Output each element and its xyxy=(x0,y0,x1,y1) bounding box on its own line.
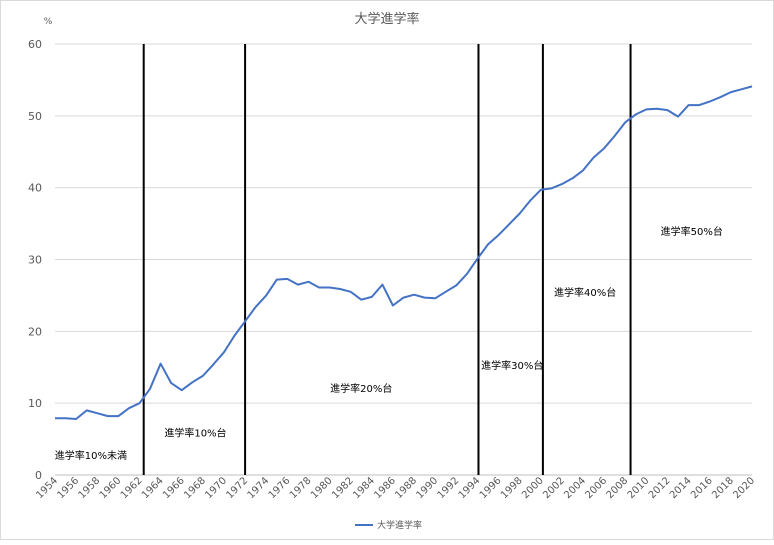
era-annotation: 進学率50%台 xyxy=(661,225,723,238)
y-tick-label: 10 xyxy=(28,397,42,410)
y-tick-label: 40 xyxy=(28,182,42,195)
y-tick-label: 60 xyxy=(28,38,42,51)
gridlines xyxy=(55,43,752,476)
era-annotation: 進学率30%台 xyxy=(481,359,543,372)
y-tick-label: 30 xyxy=(28,254,42,267)
era-annotation: 進学率20%台 xyxy=(330,382,392,395)
y-tick-label: 0 xyxy=(35,469,42,482)
series-lines xyxy=(55,85,753,420)
y-tick-label: 20 xyxy=(28,325,42,338)
era-annotations: 進学率10%未満 進学率10%台 進学率20%台 進学率30%台 進学率40%台 進学率5… xyxy=(55,225,723,462)
legend: 大学進学率 xyxy=(355,519,422,531)
era-annotation: 進学率10%台 xyxy=(164,427,226,440)
y-tick-label: 50 xyxy=(28,110,42,123)
era-annotation: 進学率10%未満 xyxy=(55,449,127,462)
legend-label: 大学進学率 xyxy=(377,519,422,531)
series-line xyxy=(55,85,753,420)
era-divider-lines xyxy=(142,44,632,475)
chart-title: 大学進学率 xyxy=(354,11,419,27)
y-axis-unit-label: % xyxy=(44,17,53,27)
era-annotation: 進学率40%台 xyxy=(554,286,616,299)
y-tick-labels: 0 10 20 30 40 50 60 xyxy=(28,38,42,482)
